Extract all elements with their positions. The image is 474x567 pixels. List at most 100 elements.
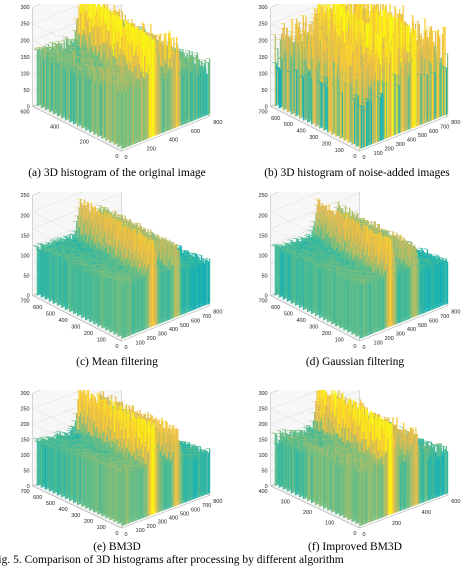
z-tick-label: 100: [20, 254, 29, 260]
z-tick-label: 300: [20, 391, 29, 397]
left-tick-label: 300: [71, 325, 80, 331]
right-tick-label: 300: [396, 142, 405, 148]
right-tick-label: 600: [191, 507, 200, 513]
z-tick-label: 200: [20, 422, 29, 428]
left-tick-label: 700: [258, 109, 267, 115]
right-tick-label: 300: [396, 332, 405, 338]
left-tick-label: 100: [335, 338, 344, 344]
panel-f: 300 250 200 150 100 50 0 400 300 200 100 0 0 200 400 60…: [244, 390, 466, 540]
left-tick-label: 200: [80, 139, 89, 145]
z-tick-label: 150: [20, 55, 29, 61]
left-tick-label: 0: [353, 531, 356, 537]
left-tick-label: 100: [325, 521, 334, 527]
z-axis-ticks: 300 250 200 150 100 50 0: [20, 5, 29, 110]
figure-caption: Fig. 5. Comparison of 3D histograms afte…: [0, 554, 344, 566]
z-axis-ticks: 300 250 200 150 100 50 0: [20, 391, 29, 490]
z-tick-label: 200: [20, 213, 29, 219]
right-tick-label: 700: [202, 314, 211, 320]
z-axis-ticks: 250 200 150 100 50 0: [20, 193, 29, 299]
left-tick-label: 200: [84, 519, 93, 525]
left-tick-label: 500: [46, 501, 55, 507]
left-axis-ticks: 400 300 200 100 0: [258, 489, 356, 537]
right-tick-label: 200: [385, 146, 394, 152]
right-tick-label: 400: [169, 138, 178, 144]
panel-e: 300 250 200 150 100 50 0 700 600 500 400 300 200 100 0…: [6, 390, 228, 540]
right-tick-label: 500: [180, 511, 189, 517]
left-tick-label: 0: [353, 344, 356, 350]
z-tick-label: 0: [265, 104, 268, 110]
right-tick-label: 0: [362, 155, 365, 161]
z-tick-label: 200: [258, 38, 267, 44]
right-tick-label: 100: [136, 341, 145, 347]
left-tick-label: 400: [297, 318, 306, 324]
z-tick-label: 150: [258, 438, 267, 444]
z-tick-label: 150: [20, 438, 29, 444]
left-tick-label: 200: [322, 141, 331, 147]
caption-f: (f) Improved BM3D: [308, 541, 402, 553]
left-tick-label: 400: [59, 507, 68, 513]
left-tick-label: 300: [71, 513, 80, 519]
z-tick-label: 0: [265, 294, 268, 300]
surface: [270, 390, 449, 527]
histogram-3d-e: 3002502001501005007006005004003002001000…: [20, 390, 222, 538]
caption-b: (b) 3D histogram of noise-added images: [264, 167, 450, 179]
right-tick-label: 200: [392, 521, 401, 527]
right-tick-label: 600: [429, 129, 438, 135]
right-tick-label: 0: [124, 155, 127, 161]
panel-c: 250 200 150 100 50 0 700 600 500 400 300 200 100 0 0 10…: [6, 192, 228, 354]
z-tick-label: 100: [20, 71, 29, 77]
caption-e: (e) BM3D: [93, 541, 141, 553]
left-tick-label: 300: [309, 325, 318, 331]
z-tick-label: 300: [258, 391, 267, 397]
right-tick-label: 100: [374, 151, 383, 157]
z-axis-ticks: 300 250 200 150 100 50 0: [258, 391, 267, 490]
left-axis-ticks: 600 400 200 0: [20, 109, 118, 160]
caption-c: (c) Mean filtering: [76, 356, 158, 368]
z-axis-ticks: 250 200 150 100 50 0: [258, 193, 267, 299]
right-tick-label: 400: [407, 327, 416, 333]
z-tick-label: 100: [258, 254, 267, 260]
right-tick-label: 800: [213, 120, 222, 126]
left-tick-label: 100: [97, 525, 106, 531]
panel-b: 300 250 200 150 100 50 0 700 600 500 400 300 200 100 0…: [244, 4, 466, 164]
z-tick-label: 50: [262, 274, 268, 280]
right-tick-label: 800: [451, 120, 460, 126]
z-tick-label: 250: [20, 193, 29, 199]
right-tick-label: 500: [418, 323, 427, 329]
z-tick-label: 100: [258, 453, 267, 459]
z-tick-label: 50: [262, 88, 268, 94]
left-tick-label: 400: [258, 489, 267, 495]
right-tick-label: 700: [440, 314, 449, 320]
left-tick-label: 500: [284, 122, 293, 128]
surface: [270, 198, 449, 339]
right-tick-label: 100: [136, 528, 145, 534]
right-tick-label: 0: [124, 345, 127, 351]
left-tick-label: 600: [33, 305, 42, 311]
z-axis-ticks: 300 250 200 150 100 50 0: [258, 5, 267, 110]
caption-a: (a) 3D histogram of the original image: [28, 167, 206, 179]
z-tick-label: 0: [265, 484, 268, 490]
z-tick-label: 0: [27, 294, 30, 300]
right-tick-label: 800: [451, 309, 460, 315]
left-tick-label: 600: [271, 116, 280, 122]
z-tick-label: 250: [20, 22, 29, 28]
z-tick-label: 50: [24, 88, 30, 94]
left-tick-label: 500: [46, 312, 55, 318]
z-tick-label: 300: [20, 5, 29, 11]
z-tick-label: 50: [262, 469, 268, 475]
left-tick-label: 200: [322, 331, 331, 337]
z-tick-label: 250: [258, 22, 267, 28]
z-tick-label: 0: [27, 104, 30, 110]
left-tick-label: 400: [59, 318, 68, 324]
right-tick-label: 300: [158, 520, 167, 526]
right-tick-label: 300: [158, 332, 167, 338]
left-tick-label: 0: [115, 531, 118, 537]
z-tick-label: 50: [24, 274, 30, 280]
